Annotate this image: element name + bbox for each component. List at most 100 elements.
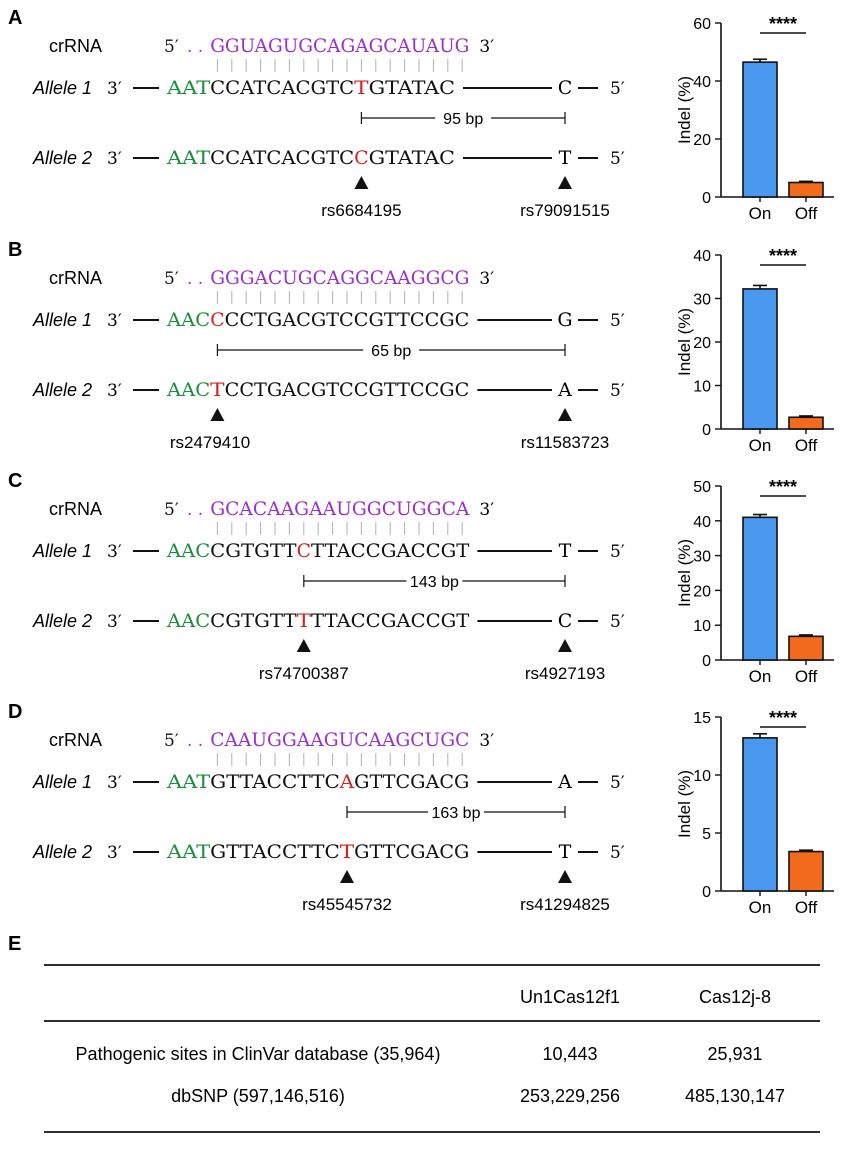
protospacer-sequence: GTATAC [369, 147, 455, 169]
distance-label: 95 bp [443, 111, 483, 128]
x-tick-label: Off [795, 898, 818, 917]
y-tick-label: 5 [702, 826, 711, 843]
crrna-sequence: GGGACUGCAGGCAAGGCG [210, 267, 469, 289]
far-snp-base: A [557, 771, 572, 793]
far-snp-base: T [559, 147, 572, 169]
snp-base: C [297, 540, 311, 562]
far-snp-base: T [559, 540, 572, 562]
protospacer-sequence: CCATCACGTC [210, 77, 354, 99]
rs-id-label: rs4927193 [525, 664, 605, 683]
snp-arrow-icon [354, 176, 369, 189]
panel-label: C [8, 470, 22, 492]
table-header: Cas12j-8 [699, 987, 771, 1007]
bar-on [742, 61, 778, 198]
snp-arrow-icon [210, 408, 225, 421]
bar-off [788, 850, 824, 892]
protospacer-sequence: TTACCGACCGT [311, 540, 470, 562]
crrna-dots: . . [187, 500, 203, 520]
table-row-label: Pathogenic sites in ClinVar database (35… [76, 1044, 441, 1064]
bar-on [742, 288, 778, 430]
allele-1-label: Allele 1 [32, 541, 92, 561]
y-tick-label: 40 [693, 248, 711, 265]
snp-arrow-icon [296, 639, 311, 652]
y-tick-label: 50 [693, 479, 711, 496]
pam-sequence: AAT [166, 147, 211, 169]
snp-arrow-icon [558, 639, 572, 652]
bar-off [788, 635, 824, 661]
distance-bracket: 163 bp [346, 805, 566, 822]
allele-5prime: 5′ [610, 311, 625, 331]
pam-sequence: AAC [166, 309, 210, 331]
crrna-dots: . . [187, 37, 203, 57]
crrna-3prime: 3′ [479, 37, 494, 57]
pam-sequence: AAC [166, 379, 210, 401]
pam-sequence: AAC [166, 540, 210, 562]
protospacer-sequence: GTTCGACG [354, 841, 469, 863]
crrna-3prime: 3′ [479, 731, 494, 751]
pam-sequence: AAT [166, 77, 211, 99]
snp-base: A [339, 771, 355, 793]
distance-label: 163 bp [432, 805, 481, 822]
table-row-label: dbSNP (597,146,516) [171, 1086, 345, 1106]
allele-2-label: Allele 2 [32, 611, 92, 631]
y-tick-label: 30 [693, 292, 711, 309]
y-tick-label: 30 [693, 549, 711, 566]
panel-label: B [8, 239, 22, 261]
protospacer-sequence: GTTACCTTC [210, 771, 340, 793]
bar-off [788, 416, 824, 430]
snp-arrow-icon [558, 176, 572, 189]
allele-2-label: Allele 2 [32, 842, 92, 862]
crrna-5prime: 5′ [164, 500, 179, 520]
y-tick-label: 0 [702, 653, 711, 670]
snp-base: C [354, 147, 368, 169]
panel-e: E Un1Cas12f1 Cas12j-8 Pathogenic sites in C… [8, 933, 820, 1133]
protospacer-sequence: CGTGTT [210, 610, 297, 632]
distance-label: 65 bp [371, 343, 411, 360]
y-tick-label: 0 [702, 190, 711, 207]
allele-3prime: 3′ [107, 542, 122, 562]
y-tick-label: 20 [693, 132, 711, 149]
protospacer-sequence: GTTCGACG [354, 771, 469, 793]
crrna-5prime: 5′ [164, 731, 179, 751]
y-tick-label: 0 [702, 422, 711, 439]
crrna-sequence: CAAUGGAAGUCAAGCUGC [210, 729, 469, 751]
y-axis-label: Indel (%) [675, 770, 694, 838]
table-header: Un1Cas12f1 [520, 987, 620, 1007]
y-axis-label: Indel (%) [675, 539, 694, 607]
x-tick-label: Off [795, 436, 818, 455]
table-cell: 25,931 [707, 1044, 762, 1064]
y-tick-label: 40 [693, 514, 711, 531]
rs-id-label: rs79091515 [520, 201, 610, 220]
allele-3prime: 3′ [107, 149, 122, 169]
snp-arrow-icon [558, 870, 572, 883]
allele-5prime: 5′ [610, 79, 625, 99]
distance-label: 143 bp [410, 574, 459, 591]
snp-base: T [210, 379, 225, 401]
crrna-sequence: GGUAGUGCAGAGCAUAUG [210, 35, 469, 57]
protospacer-sequence: CGTGTT [210, 540, 297, 562]
significance-stars: **** [769, 14, 797, 34]
y-tick-label: 10 [693, 379, 711, 396]
significance-stars: **** [769, 708, 797, 728]
panel-label: A [8, 7, 22, 29]
allele-3prime: 3′ [107, 773, 122, 793]
snp-arrow-icon [340, 870, 354, 883]
table-cell: 485,130,147 [685, 1086, 785, 1106]
snp-arrow-icon [558, 408, 572, 421]
indel-bar-chart: 0 20 40 60 Indel (%) On Off **** [675, 14, 834, 223]
rs-id-label: rs74700387 [259, 664, 349, 683]
allele-1-row: Allele 1 3′ AAC CGTGTT C TTACCGACCGT T 5′ [32, 540, 625, 562]
y-tick-label: 10 [693, 618, 711, 635]
allele-1-label: Allele 1 [32, 310, 92, 330]
snp-base: T [354, 77, 369, 99]
bar-on [742, 737, 778, 892]
pam-sequence: AAC [166, 610, 210, 632]
distance-bracket: 95 bp [360, 111, 566, 128]
panel-label: D [8, 701, 22, 723]
allele-3prime: 3′ [107, 79, 122, 99]
significance-stars: **** [769, 477, 797, 497]
